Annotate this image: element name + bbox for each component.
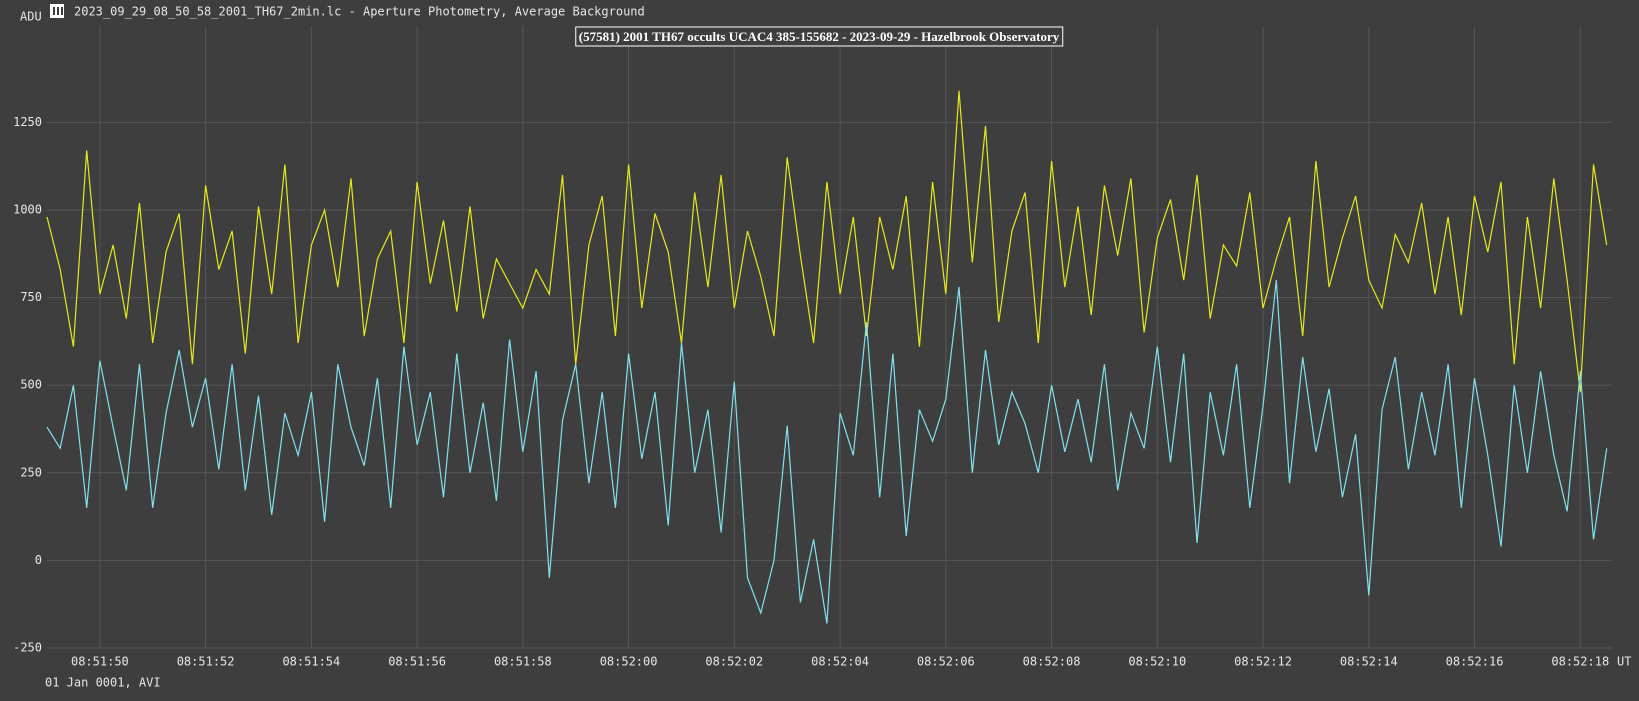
- x-tick-label: 08:52:10: [1128, 655, 1186, 669]
- y-tick-label: 250: [20, 465, 42, 479]
- title-box: [575, 26, 1064, 47]
- x-tick-label: 08:52:08: [1023, 655, 1081, 669]
- x-tick-label: 08:52:12: [1234, 655, 1292, 669]
- y-tick-label: 0: [35, 553, 42, 567]
- x-tick-label: 08:52:16: [1446, 655, 1504, 669]
- x-axis-label: UT: [1617, 655, 1631, 669]
- y-tick-label: 500: [20, 378, 42, 392]
- y-axis-label: ADU: [20, 10, 42, 24]
- chart-title: (57581) 2001 TH67 occults UCAC4 385-1556…: [579, 29, 1060, 44]
- y-tick-label: 1000: [13, 202, 42, 216]
- x-tick-label: 08:52:06: [917, 655, 975, 669]
- y-tick-label: 750: [20, 290, 42, 304]
- app-icon: [50, 4, 64, 18]
- x-tick-label: 08:51:52: [177, 655, 235, 669]
- y-tick-label: 1250: [13, 115, 42, 129]
- series-line: [46, 280, 1608, 624]
- y-tick-label: -250: [13, 641, 42, 655]
- x-tick-label: 08:51:54: [282, 655, 340, 669]
- x-tick-label: 08:51:56: [388, 655, 446, 669]
- x-tick-label: 08:52:00: [600, 655, 658, 669]
- x-tick-label: 08:52:04: [811, 655, 869, 669]
- x-tick-label: 08:52:14: [1340, 655, 1398, 669]
- x-tick-label: 08:51:50: [71, 655, 129, 669]
- series-line: [46, 90, 1608, 393]
- window-title: 2023_09_29_08_50_58_2001_TH67_2min.lc - …: [74, 5, 645, 19]
- footer: 01 Jan 0001, AVI: [45, 676, 161, 690]
- x-tick-label: 08:51:58: [494, 655, 552, 669]
- x-tick-label: 08:52:02: [705, 655, 763, 669]
- x-tick-label: 08:52:18: [1551, 655, 1609, 669]
